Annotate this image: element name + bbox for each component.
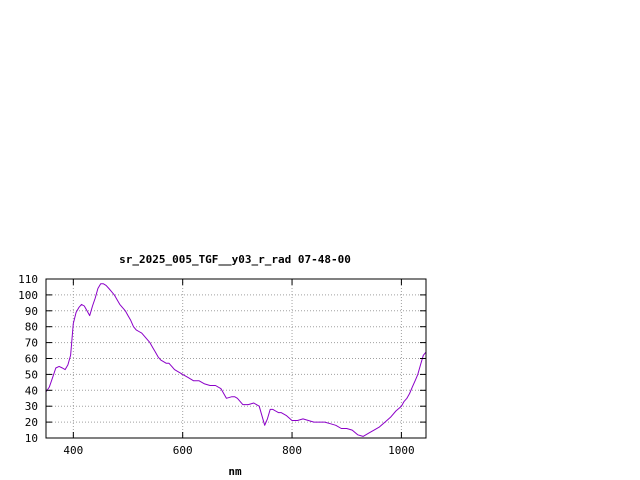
- x-tick-label: 1000: [388, 444, 415, 457]
- y-tick-label: 90: [25, 305, 38, 318]
- y-tick-label: 110: [18, 273, 38, 286]
- y-tick-label: 50: [25, 368, 38, 381]
- x-axis-label: nm: [228, 465, 242, 478]
- x-tick-label: 600: [173, 444, 193, 457]
- chart-title: sr_2025_005_TGF__y03_r_rad 07-48-00: [119, 253, 351, 266]
- series-layer: [45, 283, 427, 437]
- y-tick-label: 100: [18, 289, 38, 302]
- y-tick-label: 40: [25, 384, 38, 397]
- x-tick-label: 800: [282, 444, 302, 457]
- y-tick-label: 80: [25, 321, 38, 334]
- y-tick-label: 30: [25, 400, 38, 413]
- series-line: [45, 283, 427, 437]
- y-tick-label: 70: [25, 337, 38, 350]
- x-tick-label: 400: [63, 444, 83, 457]
- x-tick-labels: 400 600 800 1000: [63, 444, 414, 457]
- y-tick-label: 60: [25, 353, 38, 366]
- y-tick-labels: 10 20 30 40 50 60 70 80 90 100 110: [18, 273, 38, 445]
- grid: [46, 279, 426, 438]
- y-tick-label: 10: [25, 432, 38, 445]
- tick-marks: [46, 278, 426, 439]
- y-tick-label: 20: [25, 416, 38, 429]
